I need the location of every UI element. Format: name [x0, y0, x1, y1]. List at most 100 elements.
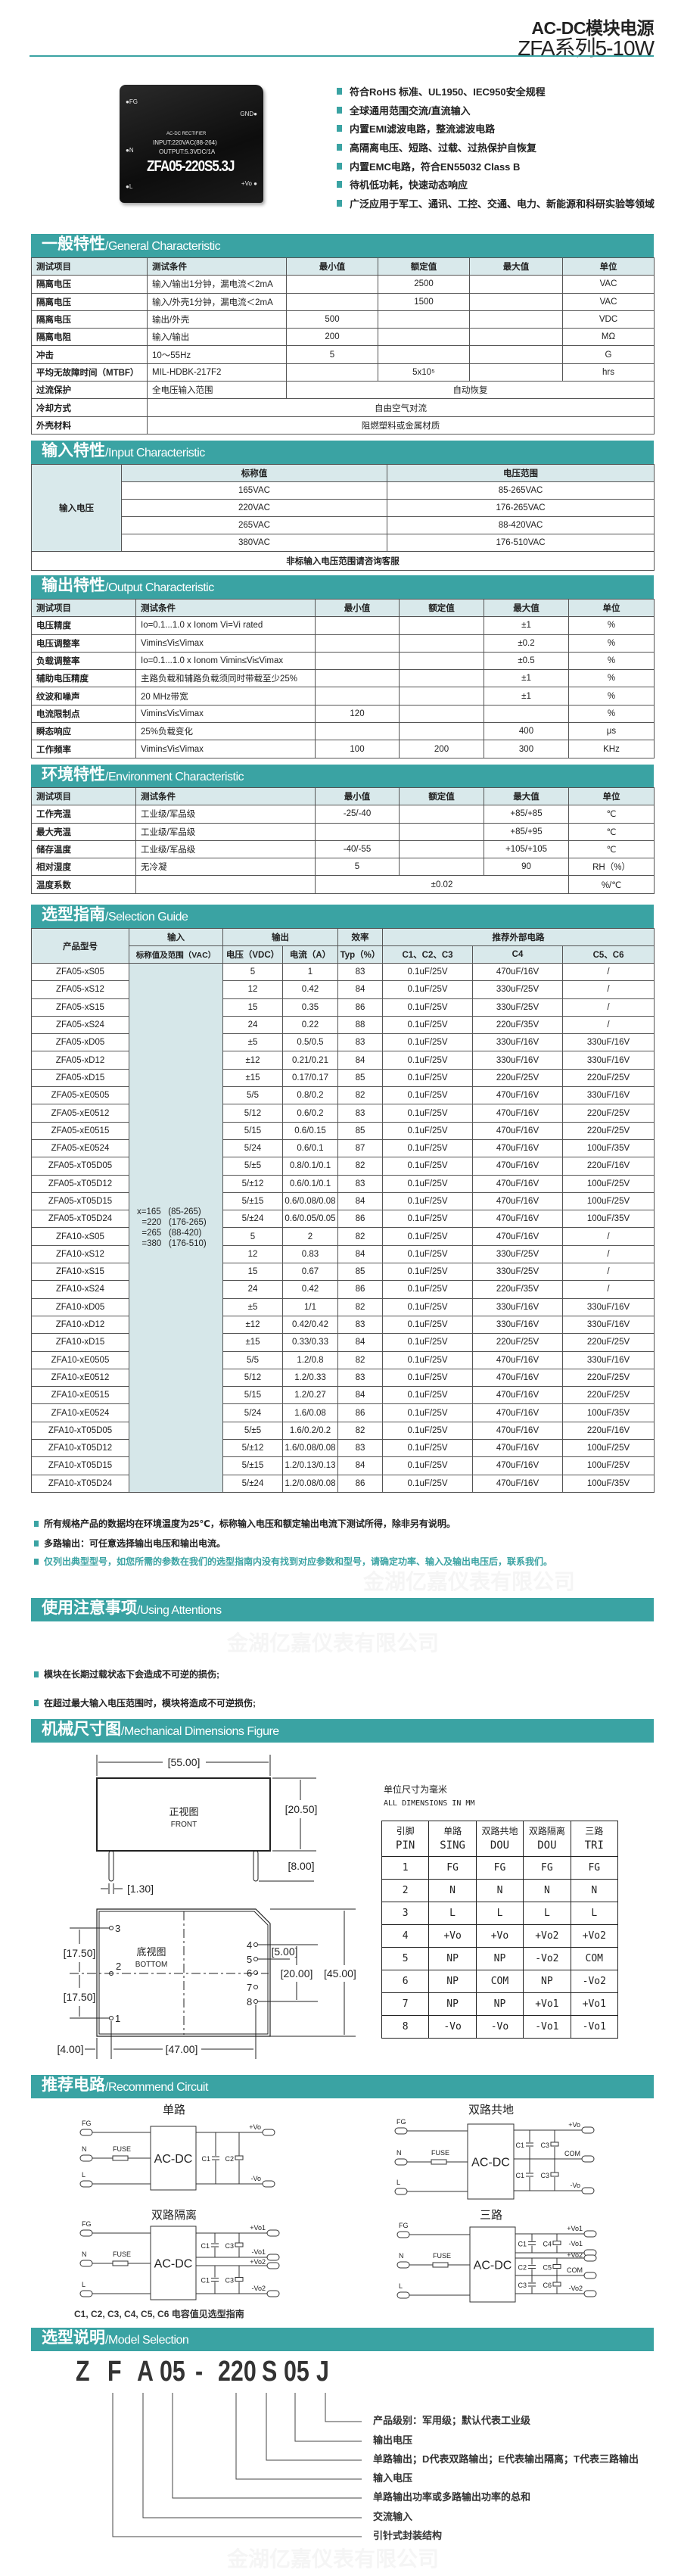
table-row: 冲击 10～55Hz 5 G [31, 345, 655, 364]
table-cell: VDC [562, 310, 655, 329]
dim-edge: [4.00] [57, 2043, 83, 2055]
feature-item: 全球通用范围交流/直流输入 [337, 101, 655, 120]
section-title: 输入特性 [42, 442, 105, 459]
output-terminal-icon [262, 2180, 275, 2188]
table-row: 纹波和噪声 20 MHz带宽 ±1% [31, 687, 655, 706]
table-cell: 330uF/25V [472, 980, 563, 999]
input-range-line: x=165 (85-265) [137, 1207, 201, 1216]
table-cell: %/℃ [568, 875, 655, 894]
output-terminal-icon [583, 2272, 597, 2279]
feature-item: 内置EMC电路，符合EN55032 Class B [337, 157, 655, 176]
model-code-label: 输入电压 [373, 2472, 413, 2484]
table-cell: 0.1uF/25V [382, 1315, 473, 1335]
col-header-input-range: 标称值及范围（VAC） [129, 945, 223, 964]
table-cell: L [428, 1902, 477, 1925]
output-terminal-icon [262, 2129, 275, 2136]
table-cell: 0.1uF/25V [382, 1051, 473, 1070]
feature-text: 内置EMI滤波电路，整流滤波电路 [350, 123, 496, 135]
product-image: ●FG GND● ●N +Vo ● ●L AC-DC RECTIFIER INP… [120, 85, 263, 203]
attention-text: 模块在长期过载状态下会造成不可逆的损伤; [44, 1669, 219, 1680]
table-cell: 8 [381, 2015, 430, 2039]
table-cell: ℃ [568, 839, 655, 859]
table-row: 过流保护 全电压输入范围 自动恢复 [31, 381, 655, 400]
page-subtitle: ZFA系列5-10W [518, 36, 655, 60]
input-range-line: =220 (176-265) [137, 1217, 207, 1227]
table-cell: 2500 [378, 275, 470, 294]
table-row: 电压精度 Io=0.1...1.0 x Ionom Vi=Vi rated ±1% [31, 616, 655, 635]
table-cell: 470uF/16V [472, 962, 563, 982]
table-cell: ZFA05-xE0515 [31, 1121, 129, 1140]
input-terminal-label: L [82, 2281, 86, 2288]
table-cell [135, 875, 316, 894]
table-row: 7 NP NP +Vo1 +Vo1 [381, 1992, 619, 2016]
column-header-cn: 双路隔离 [528, 1826, 565, 1836]
table-cell: 220uF/25V [472, 1333, 563, 1352]
table-cell: 82 [337, 1297, 383, 1316]
section-title-en: /Output Characteristic [105, 581, 214, 594]
table-cell: KHz [568, 740, 655, 758]
module-label: AC-DC [471, 2157, 510, 2170]
table-cell: 330uF/16V [561, 1350, 655, 1369]
table-row: 380VAC 176-510VAC [32, 534, 655, 552]
note-item: 仅列出典型型号，如您所需的参数在我们的选型指南内没有找到对应参数和型号，请确定功… [34, 1555, 552, 1568]
table-cell: ZFA10-xE0524 [31, 1403, 129, 1422]
table-cell: / [561, 1280, 655, 1299]
table-cell: ZFA10-xT05D15 [31, 1456, 129, 1475]
table-cell: VAC [562, 292, 655, 311]
attention-item: 模块在长期过载状态下会造成不可逆的损伤; [34, 1668, 219, 1680]
table-cell: +85/+85 [484, 805, 569, 824]
table-cell: 100uF/35V [561, 1403, 655, 1422]
table-cell: 25%负载变化 [135, 722, 316, 741]
leader-line [235, 2393, 362, 2480]
product-print-line3: OUTPUT:5.3VDC/1A [159, 148, 216, 155]
table-cell: 1500 [378, 292, 470, 311]
table-cell: 0.1uF/25V [382, 1033, 473, 1052]
table-cell: 5/±5 [222, 1421, 283, 1441]
column-header-cn: 单路 [443, 1826, 462, 1836]
table-cell: 0.35 [282, 998, 338, 1017]
section-header-model: 选型说明/Model Selection [31, 2328, 654, 2351]
table-row: ZFA05-xS24 24 0.22 88 0.1uF/25V 220uF/35V / [31, 1015, 655, 1035]
page-title: AC-DC模块电源 [531, 18, 654, 38]
table-cell: 20 MHz带宽 [135, 687, 316, 706]
table-cell: 工作频率 [31, 740, 136, 758]
table-cell: 1.2/0.08/0.08 [282, 1474, 338, 1493]
section-title: 选型说明 [42, 2329, 105, 2347]
table-cell: 100uF/25V [561, 1456, 655, 1475]
table-cell: 470uF/16V [472, 1174, 563, 1193]
table-cell: -Vo [475, 2015, 524, 2039]
model-code-part: J [316, 2356, 329, 2388]
table-cell: 82 [337, 1421, 383, 1441]
table-cell: Vimin≤Vi≤Vimax [135, 704, 316, 724]
table-cell: 0.6/0.1/0.1 [282, 1174, 338, 1193]
table-cell: FG [523, 1856, 571, 1880]
table-cell: ZFA05-xD15 [31, 1068, 129, 1088]
table-cell: 0.1uF/25V [382, 962, 473, 982]
col-header-typ: Typ（%） [337, 945, 383, 964]
table-row: ZFA10-xT05D05 5/±5 1.6/0.2/0.2 82 0.1uF/25V 4… [31, 1421, 655, 1441]
table-cell: % [568, 687, 655, 706]
table-cell: NP [475, 1947, 524, 1970]
table-cell [286, 275, 378, 294]
table-cell: 外壳材料 [31, 416, 148, 435]
table-cell [399, 669, 484, 688]
capacitor-label: C3 [518, 2282, 527, 2289]
table-row: ZFA10-xE0524 5/24 1.6/0.08 86 0.1uF/25V 470uF… [31, 1403, 655, 1422]
table-cell: ZFA10-xD05 [31, 1297, 129, 1316]
model-code-part: 220 [218, 2356, 257, 2388]
table-cell: 86 [337, 998, 383, 1017]
table-cell: 220uF/25V [561, 1068, 655, 1088]
table-cell: ±15 [222, 1333, 283, 1352]
section-title-en: /Recommend Circuit [105, 2081, 208, 2094]
table-row: ZFA10-xT05D15 5/±15 1.2/0.13/0.13 84 0.1uF/2… [31, 1456, 655, 1475]
table-cell: 85-265VAC [387, 481, 655, 500]
general-table: 测试项目 测试条件 最小值 额定值 最大值 单位 隔离电压 输入/输出1分钟，漏电流＜2mA 2… [31, 257, 655, 435]
table-cell: 0.1uF/25V [382, 1280, 473, 1299]
output-terminal-icon [266, 2254, 280, 2261]
pin-number: 5 [247, 1954, 252, 1965]
bullet-icon [337, 143, 342, 151]
section-header-general: 一般特性/General Characteristic [31, 234, 654, 257]
leader-line [294, 2393, 362, 2442]
col-header-model: 产品型号 [31, 928, 129, 964]
feature-item: 广泛应用于军工、通讯、工控、交通、电力、新能源和科研实验等领域 [337, 194, 655, 213]
